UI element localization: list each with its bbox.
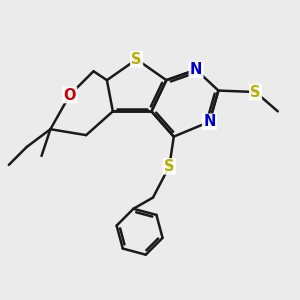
Text: S: S — [131, 52, 142, 67]
Text: N: N — [203, 114, 216, 129]
Text: S: S — [164, 159, 175, 174]
Text: S: S — [250, 85, 261, 100]
Text: N: N — [189, 62, 203, 77]
Text: S: S — [131, 52, 142, 67]
Text: O: O — [64, 88, 76, 103]
Text: S: S — [250, 85, 261, 100]
Text: N: N — [203, 114, 216, 129]
Text: S: S — [164, 159, 175, 174]
Text: N: N — [190, 62, 202, 77]
Text: O: O — [63, 88, 76, 103]
